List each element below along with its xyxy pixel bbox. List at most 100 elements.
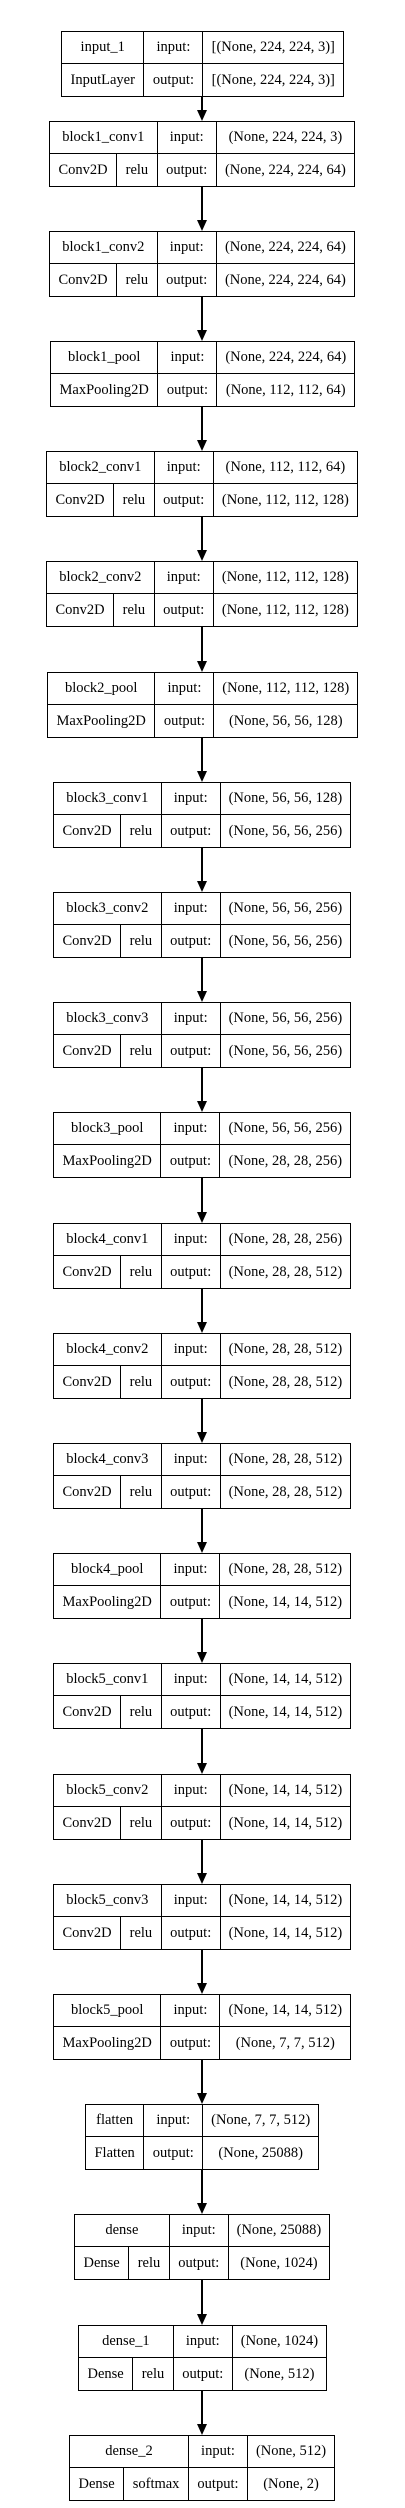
connection-arrow-line xyxy=(201,517,203,551)
output-label: output: xyxy=(174,2358,233,2390)
layer-node-block4-conv2: block4_conv2 input: (None, 28, 28, 512) Con… xyxy=(53,1333,351,1399)
layer-type: Conv2D xyxy=(54,1035,122,1067)
input-shape: (None, 56, 56, 256) xyxy=(220,1003,350,1035)
layer-name: block5_conv1 xyxy=(54,1664,162,1696)
input-label: input: xyxy=(161,1885,221,1917)
layer-node-block5-conv2: block5_conv2 input: (None, 14, 14, 512) Con… xyxy=(53,1774,351,1840)
output-shape: (None, 56, 56, 256) xyxy=(228,1042,343,1059)
layer-activation: relu xyxy=(121,1256,162,1288)
output-shape: (None, 7, 7, 512) xyxy=(235,2034,335,2051)
input-shape: (None, 14, 14, 512) xyxy=(220,1664,350,1696)
layer-activation: relu xyxy=(121,815,162,847)
input-shape: (None, 56, 56, 128) xyxy=(220,783,350,815)
output-label: output: xyxy=(162,815,221,847)
arrowhead-icon xyxy=(197,1763,207,1774)
layer-name: block4_conv1 xyxy=(54,1224,162,1256)
layer-node-block4-conv1: block4_conv1 input: (None, 28, 28, 256) Con… xyxy=(53,1223,351,1289)
layer-activation: relu xyxy=(114,594,155,626)
input-label: input: xyxy=(158,342,218,374)
arrowhead-icon xyxy=(197,1652,207,1663)
connection-arrow-line xyxy=(201,1289,203,1323)
connection-arrow-line xyxy=(201,1399,203,1433)
output-shape: (None, 224, 224, 64) xyxy=(224,271,346,288)
layer-type: Flatten xyxy=(86,2137,145,2169)
input-shape: (None, 224, 224, 3) xyxy=(216,122,354,154)
input-label: input: xyxy=(161,1775,221,1807)
layer-name: block5_conv2 xyxy=(54,1775,162,1807)
layer-type: Conv2D xyxy=(54,1366,122,1398)
layer-node-dense: dense input: (None, 25088) Dense relu output:… xyxy=(74,2214,330,2280)
input-label: input: xyxy=(161,1224,221,1256)
input-label: input: xyxy=(161,1444,221,1476)
connection-arrow-line xyxy=(201,187,203,221)
layer-activation: relu xyxy=(121,1476,162,1508)
layer-node-block1-conv2: block1_conv2 input: (None, 224, 224, 64) Co… xyxy=(49,231,355,297)
layer-type: Conv2D xyxy=(47,594,115,626)
layer-type: InputLayer xyxy=(62,64,145,96)
layer-activation: relu xyxy=(121,1917,162,1949)
layer-node-block5-pool: block5_pool input: (None, 14, 14, 512) MaxP… xyxy=(53,1994,351,2060)
input-shape: (None, 28, 28, 512) xyxy=(220,1334,350,1366)
layer-node-block2-conv2: block2_conv2 input: (None, 112, 112, 128) C… xyxy=(46,561,358,627)
input-label: input: xyxy=(154,452,214,484)
output-label: output: xyxy=(170,2247,229,2279)
output-shape: (None, 56, 56, 256) xyxy=(228,822,343,839)
input-shape: (None, 112, 112, 64) xyxy=(213,452,357,484)
input-shape: (None, 56, 56, 256) xyxy=(220,1113,350,1145)
connection-arrow-line xyxy=(201,407,203,441)
layer-type: Conv2D xyxy=(54,815,122,847)
output-label: output: xyxy=(189,2468,249,2500)
layer-node-block3-conv2: block3_conv2 input: (None, 56, 56, 256) Con… xyxy=(53,892,351,958)
arrowhead-icon xyxy=(197,881,207,892)
layer-name: dense_2 xyxy=(70,2436,189,2468)
output-label: output: xyxy=(161,2027,221,2059)
output-shape: (None, 14, 14, 512) xyxy=(228,1703,343,1720)
output-label: output: xyxy=(162,1696,221,1728)
input-label: input: xyxy=(161,1113,221,1145)
connection-arrow-line xyxy=(201,97,203,111)
layer-type: Conv2D xyxy=(50,154,118,186)
layer-name: block1_conv2 xyxy=(50,232,158,264)
arrowhead-icon xyxy=(197,2203,207,2214)
layer-type: Conv2D xyxy=(54,925,122,957)
connection-arrow-line xyxy=(201,2280,203,2315)
layer-node-input-1: input_1 input: [(None, 224, 224, 3)] InputL… xyxy=(61,31,344,97)
output-shape: [(None, 224, 224, 3)] xyxy=(211,71,335,88)
output-label: output: xyxy=(155,705,215,737)
input-label: input: xyxy=(161,1995,221,2027)
output-label: output: xyxy=(144,64,204,96)
output-shape: (None, 512) xyxy=(244,2365,315,2382)
input-label: input: xyxy=(155,673,215,705)
layer-activation: relu xyxy=(129,2247,170,2279)
input-shape: (None, 14, 14, 512) xyxy=(220,1995,350,2027)
arrowhead-icon xyxy=(197,1101,207,1112)
input-shape: (None, 14, 14, 512) xyxy=(220,1775,350,1807)
arrowhead-icon xyxy=(197,1873,207,1884)
connection-arrow-line xyxy=(201,848,203,882)
input-label: input: xyxy=(161,1554,221,1586)
output-shape: (None, 1024) xyxy=(240,2254,318,2271)
input-shape: (None, 512) xyxy=(248,2436,334,2468)
input-label: input: xyxy=(157,232,217,264)
layer-type: Conv2D xyxy=(54,1917,122,1949)
output-shape: (None, 56, 56, 128) xyxy=(228,712,343,729)
input-shape: (None, 28, 28, 256) xyxy=(220,1224,350,1256)
arrowhead-icon xyxy=(197,1542,207,1553)
output-shape: (None, 14, 14, 512) xyxy=(228,1814,343,1831)
input-shape: (None, 112, 112, 128) xyxy=(213,562,357,594)
output-label: output: xyxy=(162,1256,221,1288)
output-label: output: xyxy=(158,264,217,296)
layer-name: input_1 xyxy=(62,32,145,64)
layer-node-block3-conv1: block3_conv1 input: (None, 56, 56, 128) Con… xyxy=(53,782,351,848)
connection-arrow-line xyxy=(201,1068,203,1102)
layer-type: Conv2D xyxy=(54,1476,122,1508)
output-label: output: xyxy=(162,1366,221,1398)
layer-name: block4_conv3 xyxy=(54,1444,162,1476)
output-shape: (None, 28, 28, 512) xyxy=(228,1263,343,1280)
layer-activation: relu xyxy=(121,1366,162,1398)
layer-type: MaxPooling2D xyxy=(51,374,159,406)
output-shape: (None, 28, 28, 256) xyxy=(228,1152,343,1169)
input-label: input: xyxy=(161,1003,221,1035)
output-label: output: xyxy=(155,484,214,516)
